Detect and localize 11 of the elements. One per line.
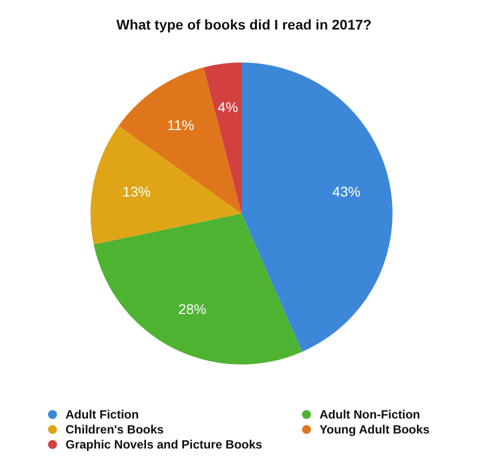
data-label: 13% bbox=[122, 184, 151, 200]
chart-title: What type of books did I read in 2017? bbox=[116, 16, 372, 32]
legend-label: Adult Non-Fiction bbox=[320, 408, 420, 422]
data-label: 28% bbox=[178, 300, 206, 317]
data-label: 4% bbox=[218, 99, 238, 116]
legend-label: Adult Fiction bbox=[66, 408, 139, 422]
legend-label: Children's Books bbox=[66, 422, 164, 436]
legend-label: Graphic Novels and Picture Books bbox=[66, 438, 263, 452]
data-label: 11% bbox=[167, 117, 194, 134]
data-label: 43% bbox=[332, 184, 360, 200]
legend-label: Young Adult Books bbox=[320, 422, 430, 436]
